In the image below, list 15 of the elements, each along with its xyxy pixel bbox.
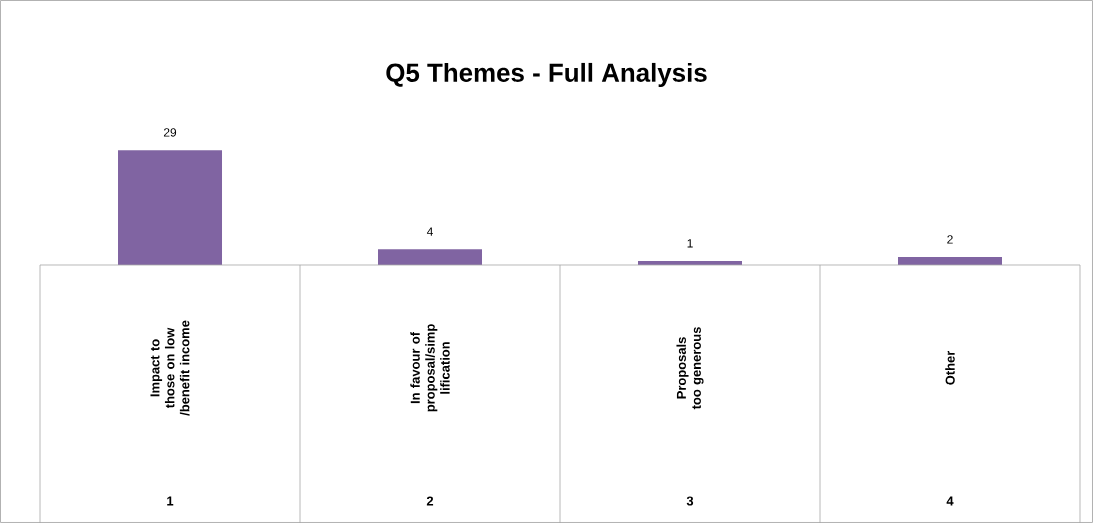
data-label: 4 [426,227,433,236]
x-tick-label: In favour of proposal/simp lification [410,324,450,412]
text: 2 [426,496,434,506]
chart-title: Q5 Themes - Full Analysis [386,62,707,88]
text: 1 [167,496,174,506]
data-label: 1 [687,239,693,248]
bar [118,150,223,265]
data-label: 2 [947,235,953,244]
data-label: 29 [163,128,177,137]
text: 4 [946,496,954,506]
x-tick-label: Proposals too generous [676,327,704,410]
bar [378,249,483,265]
text: 3 [686,496,694,506]
x-tick-label: Other [945,350,955,385]
x-tick-label: Impact to those on low /benefit income [150,320,190,416]
